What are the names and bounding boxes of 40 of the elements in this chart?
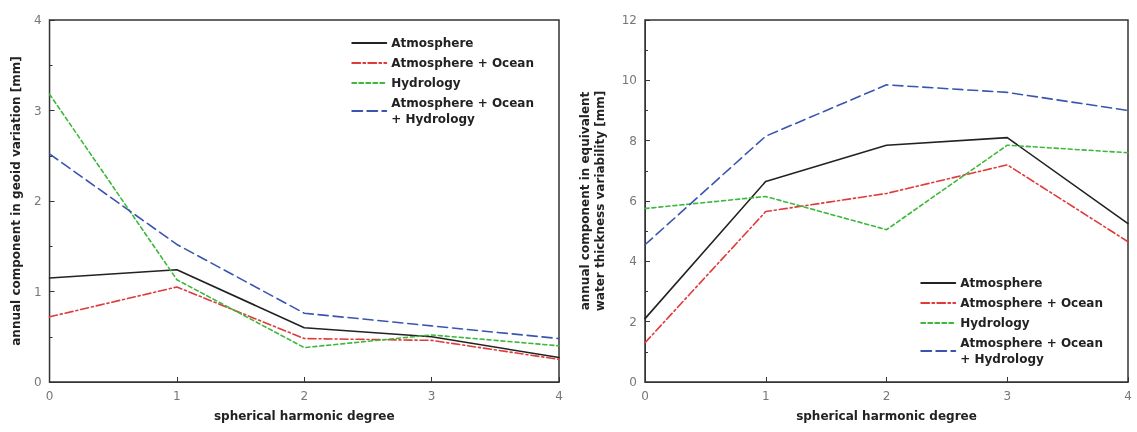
x-tick-label: 4 [555, 389, 563, 403]
line-series [48, 153, 560, 340]
y-tick-label: 3 [33, 103, 42, 118]
x-tick-label: 0 [45, 389, 54, 403]
line-series [643, 144, 1129, 231]
line-series [48, 93, 560, 349]
y-tick-label: 10 [621, 73, 637, 88]
y-tick-label: 0 [628, 375, 637, 389]
x-tick-label: 1 [761, 389, 770, 403]
x-tick-label: 4 [1123, 389, 1132, 403]
x-tick-label: 3 [1002, 389, 1011, 403]
y-tick-label: 2 [33, 194, 42, 208]
y-tick-label: 6 [628, 194, 637, 208]
x-tick-label: 3 [427, 389, 436, 403]
legend-label: Atmosphere [959, 276, 1042, 290]
line-series [48, 268, 560, 359]
x-axis-title: spherical harmonic degree [795, 409, 977, 423]
x-tick-label: 2 [300, 389, 309, 403]
y-tick-label: 0 [33, 375, 42, 389]
y-tick-label: 4 [33, 13, 42, 27]
legend-label: Atmosphere + Ocean + Hydrology [391, 96, 534, 126]
x-tick-label: 2 [882, 389, 890, 403]
legend-label: Hydrology [391, 76, 461, 90]
line-series [643, 84, 1129, 246]
legend-label: Atmosphere [391, 36, 474, 50]
y-axis-title: annual component in geoid variation [mm] [8, 56, 23, 346]
y-tick-label: 12 [621, 13, 637, 27]
x-tick-label: 0 [640, 389, 649, 403]
y-axis-title: annual component in equivalent water thickness variability [mm] [577, 90, 606, 312]
y-tick-label: 1 [33, 284, 42, 299]
legend-label: Hydrology [959, 316, 1030, 330]
x-axis-title: spherical harmonic degree [213, 409, 395, 423]
y-tick-label: 4 [628, 254, 637, 269]
legend-label: Atmosphere + Ocean [959, 296, 1103, 310]
y-tick-label: 8 [628, 133, 637, 148]
legend-label: Atmosphere + Ocean + Hydrology [959, 336, 1103, 366]
line-series [48, 286, 560, 361]
y-tick-label: 2 [628, 314, 637, 329]
legend-label: Atmosphere + Ocean [391, 56, 534, 70]
x-tick-label: 1 [173, 389, 181, 403]
